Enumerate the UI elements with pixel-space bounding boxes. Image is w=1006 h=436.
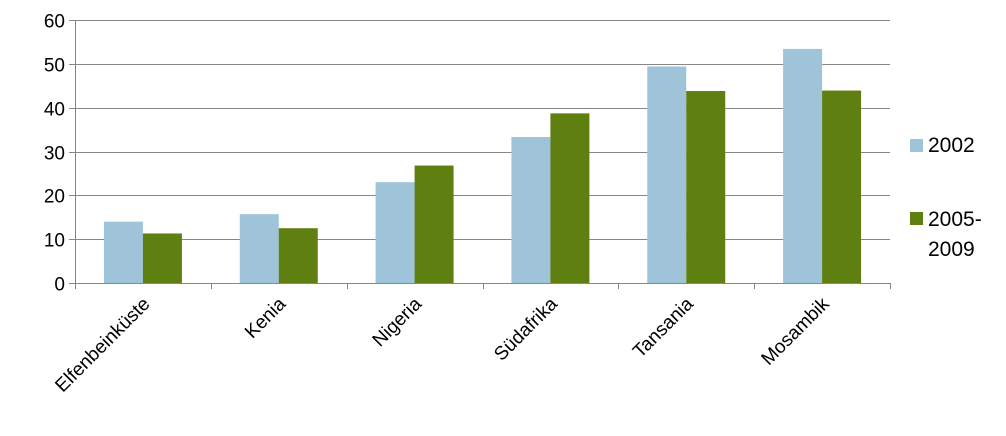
bar-2005-2009-Mosambik	[822, 90, 862, 284]
legend-label: 2002	[928, 134, 975, 157]
bar-2002-Kenia	[239, 214, 279, 283]
category-label: Tansania	[629, 293, 698, 362]
y-tick-label: 60	[44, 12, 65, 33]
y-tick-label: 50	[44, 56, 65, 77]
category-label: Mosambik	[758, 293, 834, 369]
category-label: Nigeria	[369, 293, 427, 351]
y-tick-label: 30	[44, 144, 65, 165]
bar-2002-Nigeria	[375, 182, 415, 283]
bar-2005-2009-Tansania	[686, 91, 726, 283]
legend-label: 2005-	[928, 208, 982, 231]
axes	[69, 20, 891, 289]
legend: 2002 2005- 2009	[910, 134, 982, 261]
bar-2005-2009-Südafrika	[550, 113, 590, 284]
y-tick-label: 20	[44, 187, 65, 208]
x-axis-category-labels: Elfenbeinküste Kenia Nigeria Südafrika Tansa…	[51, 293, 834, 396]
bar-2002-Südafrika	[511, 137, 551, 283]
y-tick-label: 10	[44, 231, 65, 252]
category-label: Südafrika	[490, 293, 562, 365]
bar-2002-Elfenbeinküste	[103, 221, 143, 283]
bar-2002-Mosambik	[783, 48, 823, 284]
legend-swatch	[910, 212, 923, 225]
legend-label: 2009	[928, 238, 975, 261]
bar-2005-2009-Elfenbeinküste	[142, 233, 182, 283]
gridlines	[75, 20, 890, 240]
y-tick-label: 0	[54, 275, 65, 296]
bars	[103, 48, 862, 284]
category-label: Elfenbeinküste	[51, 294, 154, 397]
bar-2002-Tansania	[647, 66, 687, 283]
category-label: Kenia	[241, 293, 291, 343]
bar-2005-2009-Kenia	[278, 228, 318, 283]
bar-2005-2009-Nigeria	[414, 165, 454, 283]
legend-swatch	[910, 139, 923, 152]
y-axis-tick-labels: 0 10 20 30 40 50 60	[44, 12, 65, 296]
y-tick-label: 40	[44, 100, 65, 121]
